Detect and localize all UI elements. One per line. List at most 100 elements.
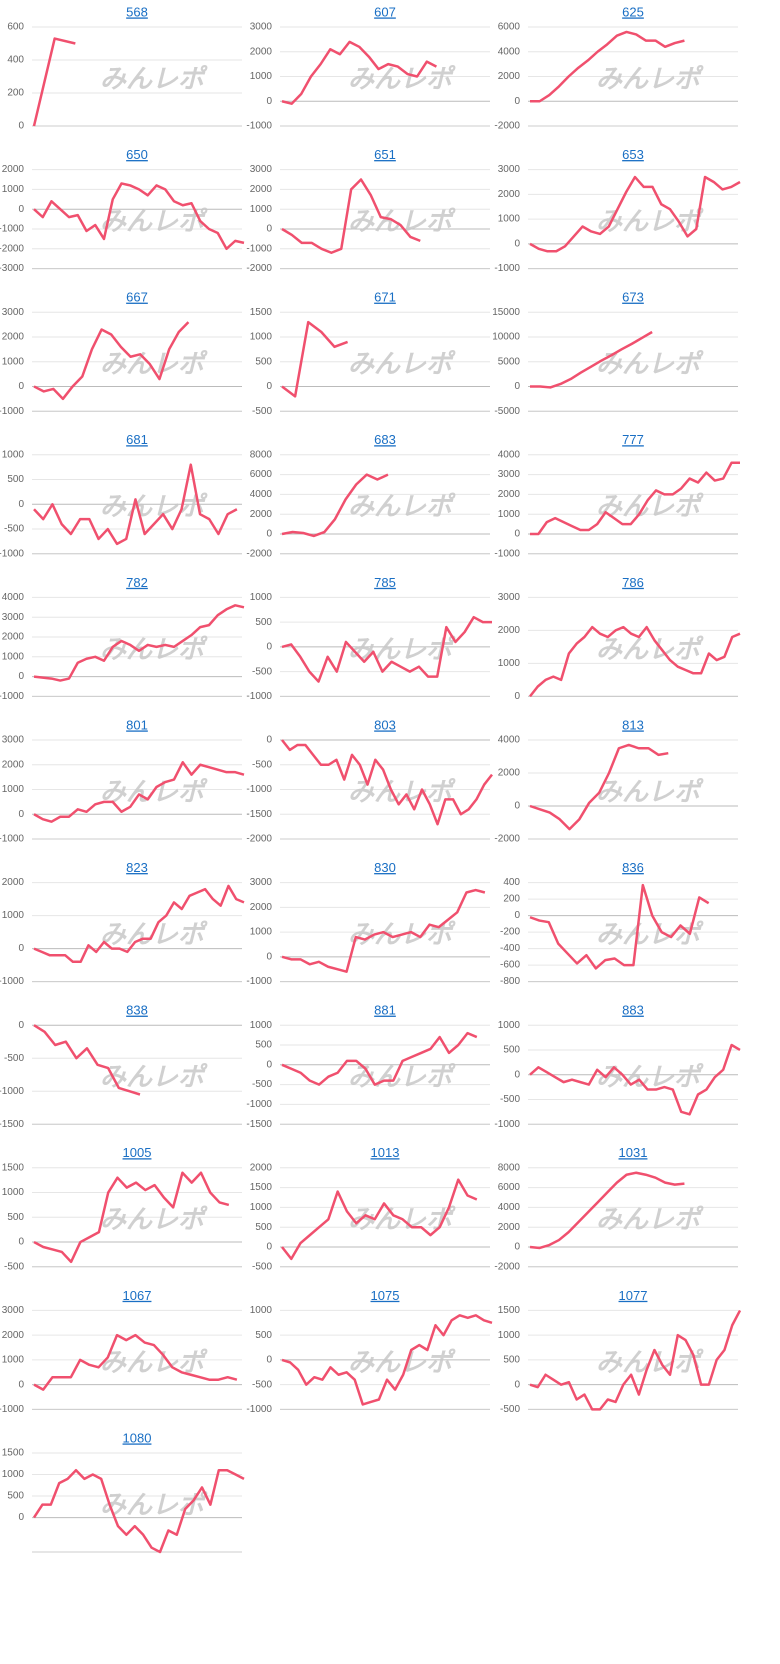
chart-title[interactable]: 838: [126, 1003, 148, 1018]
chart-title[interactable]: 650: [126, 147, 148, 162]
chart-title[interactable]: 671: [374, 290, 396, 305]
y-tick-label: 600: [7, 22, 24, 33]
y-tick-label: 0: [266, 381, 272, 392]
y-tick-label: 3000: [250, 164, 273, 175]
y-tick-label: -3000: [0, 263, 24, 274]
chart-title[interactable]: 1005: [123, 1145, 152, 1160]
chart-title[interactable]: 683: [374, 432, 396, 447]
chart-title[interactable]: 785: [374, 575, 396, 590]
chart-title[interactable]: 782: [126, 575, 148, 590]
y-tick-label: 500: [255, 1330, 272, 1341]
y-tick-label: 0: [514, 1069, 520, 1080]
data-line: [530, 30, 685, 103]
watermark: みんレポ: [348, 349, 456, 379]
y-tick-label: 1500: [250, 1182, 273, 1193]
y-tick-label: 0: [18, 499, 24, 510]
chart-title[interactable]: 813: [622, 717, 644, 732]
chart-title[interactable]: 1031: [619, 1145, 648, 1160]
y-tick-label: 1000: [2, 1187, 25, 1198]
data-line: [281, 178, 421, 255]
y-tick-label: 3000: [498, 164, 521, 175]
chart-title[interactable]: 673: [622, 290, 644, 305]
y-tick-label: 2000: [2, 1330, 25, 1341]
y-tick-label: 2000: [250, 46, 273, 57]
y-tick-label: 1000: [498, 1020, 521, 1031]
data-line: [33, 761, 245, 823]
chart-title[interactable]: 883: [622, 1003, 644, 1018]
data-line: [33, 1171, 230, 1264]
chart-title[interactable]: 786: [622, 575, 644, 590]
y-tick-label: -200: [500, 927, 520, 938]
watermark: みんレポ: [100, 1489, 208, 1519]
y-tick-label: 0: [514, 1242, 520, 1253]
y-tick-label: 2000: [498, 625, 521, 636]
y-tick-label: -600: [500, 960, 520, 971]
y-tick-label: -1000: [246, 1099, 272, 1110]
chart-title[interactable]: 801: [126, 717, 148, 732]
chart-title[interactable]: 653: [622, 147, 644, 162]
watermark: みんレポ: [100, 63, 208, 93]
chart-title[interactable]: 823: [126, 860, 148, 875]
chart-title[interactable]: 1067: [123, 1288, 152, 1303]
y-tick-label: 3000: [250, 22, 273, 33]
y-tick-label: 0: [266, 224, 272, 235]
chart-title[interactable]: 625: [622, 4, 644, 19]
y-tick-label: 2000: [498, 489, 521, 500]
chart-title[interactable]: 830: [374, 860, 396, 875]
chart-title[interactable]: 1075: [371, 1288, 400, 1303]
y-tick-label: 500: [255, 1222, 272, 1233]
y-tick-label: 2000: [250, 509, 273, 520]
y-tick-label: 0: [266, 96, 272, 107]
y-tick-label: 500: [7, 1212, 24, 1223]
data-line: [33, 884, 245, 964]
y-tick-label: 0: [266, 1242, 272, 1253]
chart-title[interactable]: 803: [374, 717, 396, 732]
y-tick-label: 1500: [250, 307, 273, 318]
y-tick-label: -500: [252, 1379, 272, 1390]
y-tick-label: 1000: [498, 658, 521, 669]
y-tick-label: 0: [18, 121, 24, 132]
chart-title[interactable]: 1013: [371, 1145, 400, 1160]
y-tick-label: 0: [266, 642, 272, 653]
y-tick-label: -2000: [246, 263, 272, 274]
y-tick-label: 1500: [2, 1448, 25, 1459]
chart-title[interactable]: 607: [374, 4, 396, 19]
y-tick-label: 500: [503, 1355, 520, 1366]
watermark: みんレポ: [100, 491, 208, 521]
y-tick-label: 6000: [498, 22, 521, 33]
y-tick-label: 1000: [250, 592, 273, 603]
y-tick-label: 0: [266, 1059, 272, 1070]
chart-title[interactable]: 881: [374, 1003, 396, 1018]
y-tick-label: 1000: [498, 509, 521, 520]
y-tick-label: -1000: [0, 834, 24, 845]
y-tick-label: -500: [252, 1079, 272, 1090]
y-tick-label: -500: [252, 759, 272, 770]
chart-title[interactable]: 777: [622, 432, 644, 447]
data-line: [281, 739, 493, 826]
y-tick-label: 4000: [2, 592, 25, 603]
y-tick-label: 1500: [2, 1162, 25, 1173]
y-tick-label: 500: [255, 617, 272, 628]
watermark: みんレポ: [348, 491, 456, 521]
chart-title[interactable]: 836: [622, 860, 644, 875]
chart-title[interactable]: 651: [374, 147, 396, 162]
watermark: みんレポ: [596, 634, 704, 664]
chart-title[interactable]: 568: [126, 4, 148, 19]
chart-title[interactable]: 1077: [619, 1288, 648, 1303]
y-tick-label: 0: [266, 735, 272, 746]
y-tick-label: -2000: [0, 243, 24, 254]
y-tick-label: 1000: [2, 184, 25, 195]
chart-title[interactable]: 667: [126, 290, 148, 305]
chart-title[interactable]: 1080: [123, 1430, 152, 1445]
data-line: [32, 1468, 245, 1554]
y-tick-label: -1000: [494, 1119, 520, 1130]
y-tick-label: 6000: [250, 469, 273, 480]
y-tick-label: -1500: [246, 1119, 272, 1130]
y-tick-label: -1000: [246, 1404, 272, 1415]
y-tick-label: -500: [4, 1053, 24, 1064]
y-tick-label: 1000: [2, 356, 25, 367]
data-line: [33, 1024, 141, 1096]
chart-title[interactable]: 681: [126, 432, 148, 447]
y-tick-label: 1000: [250, 927, 273, 938]
